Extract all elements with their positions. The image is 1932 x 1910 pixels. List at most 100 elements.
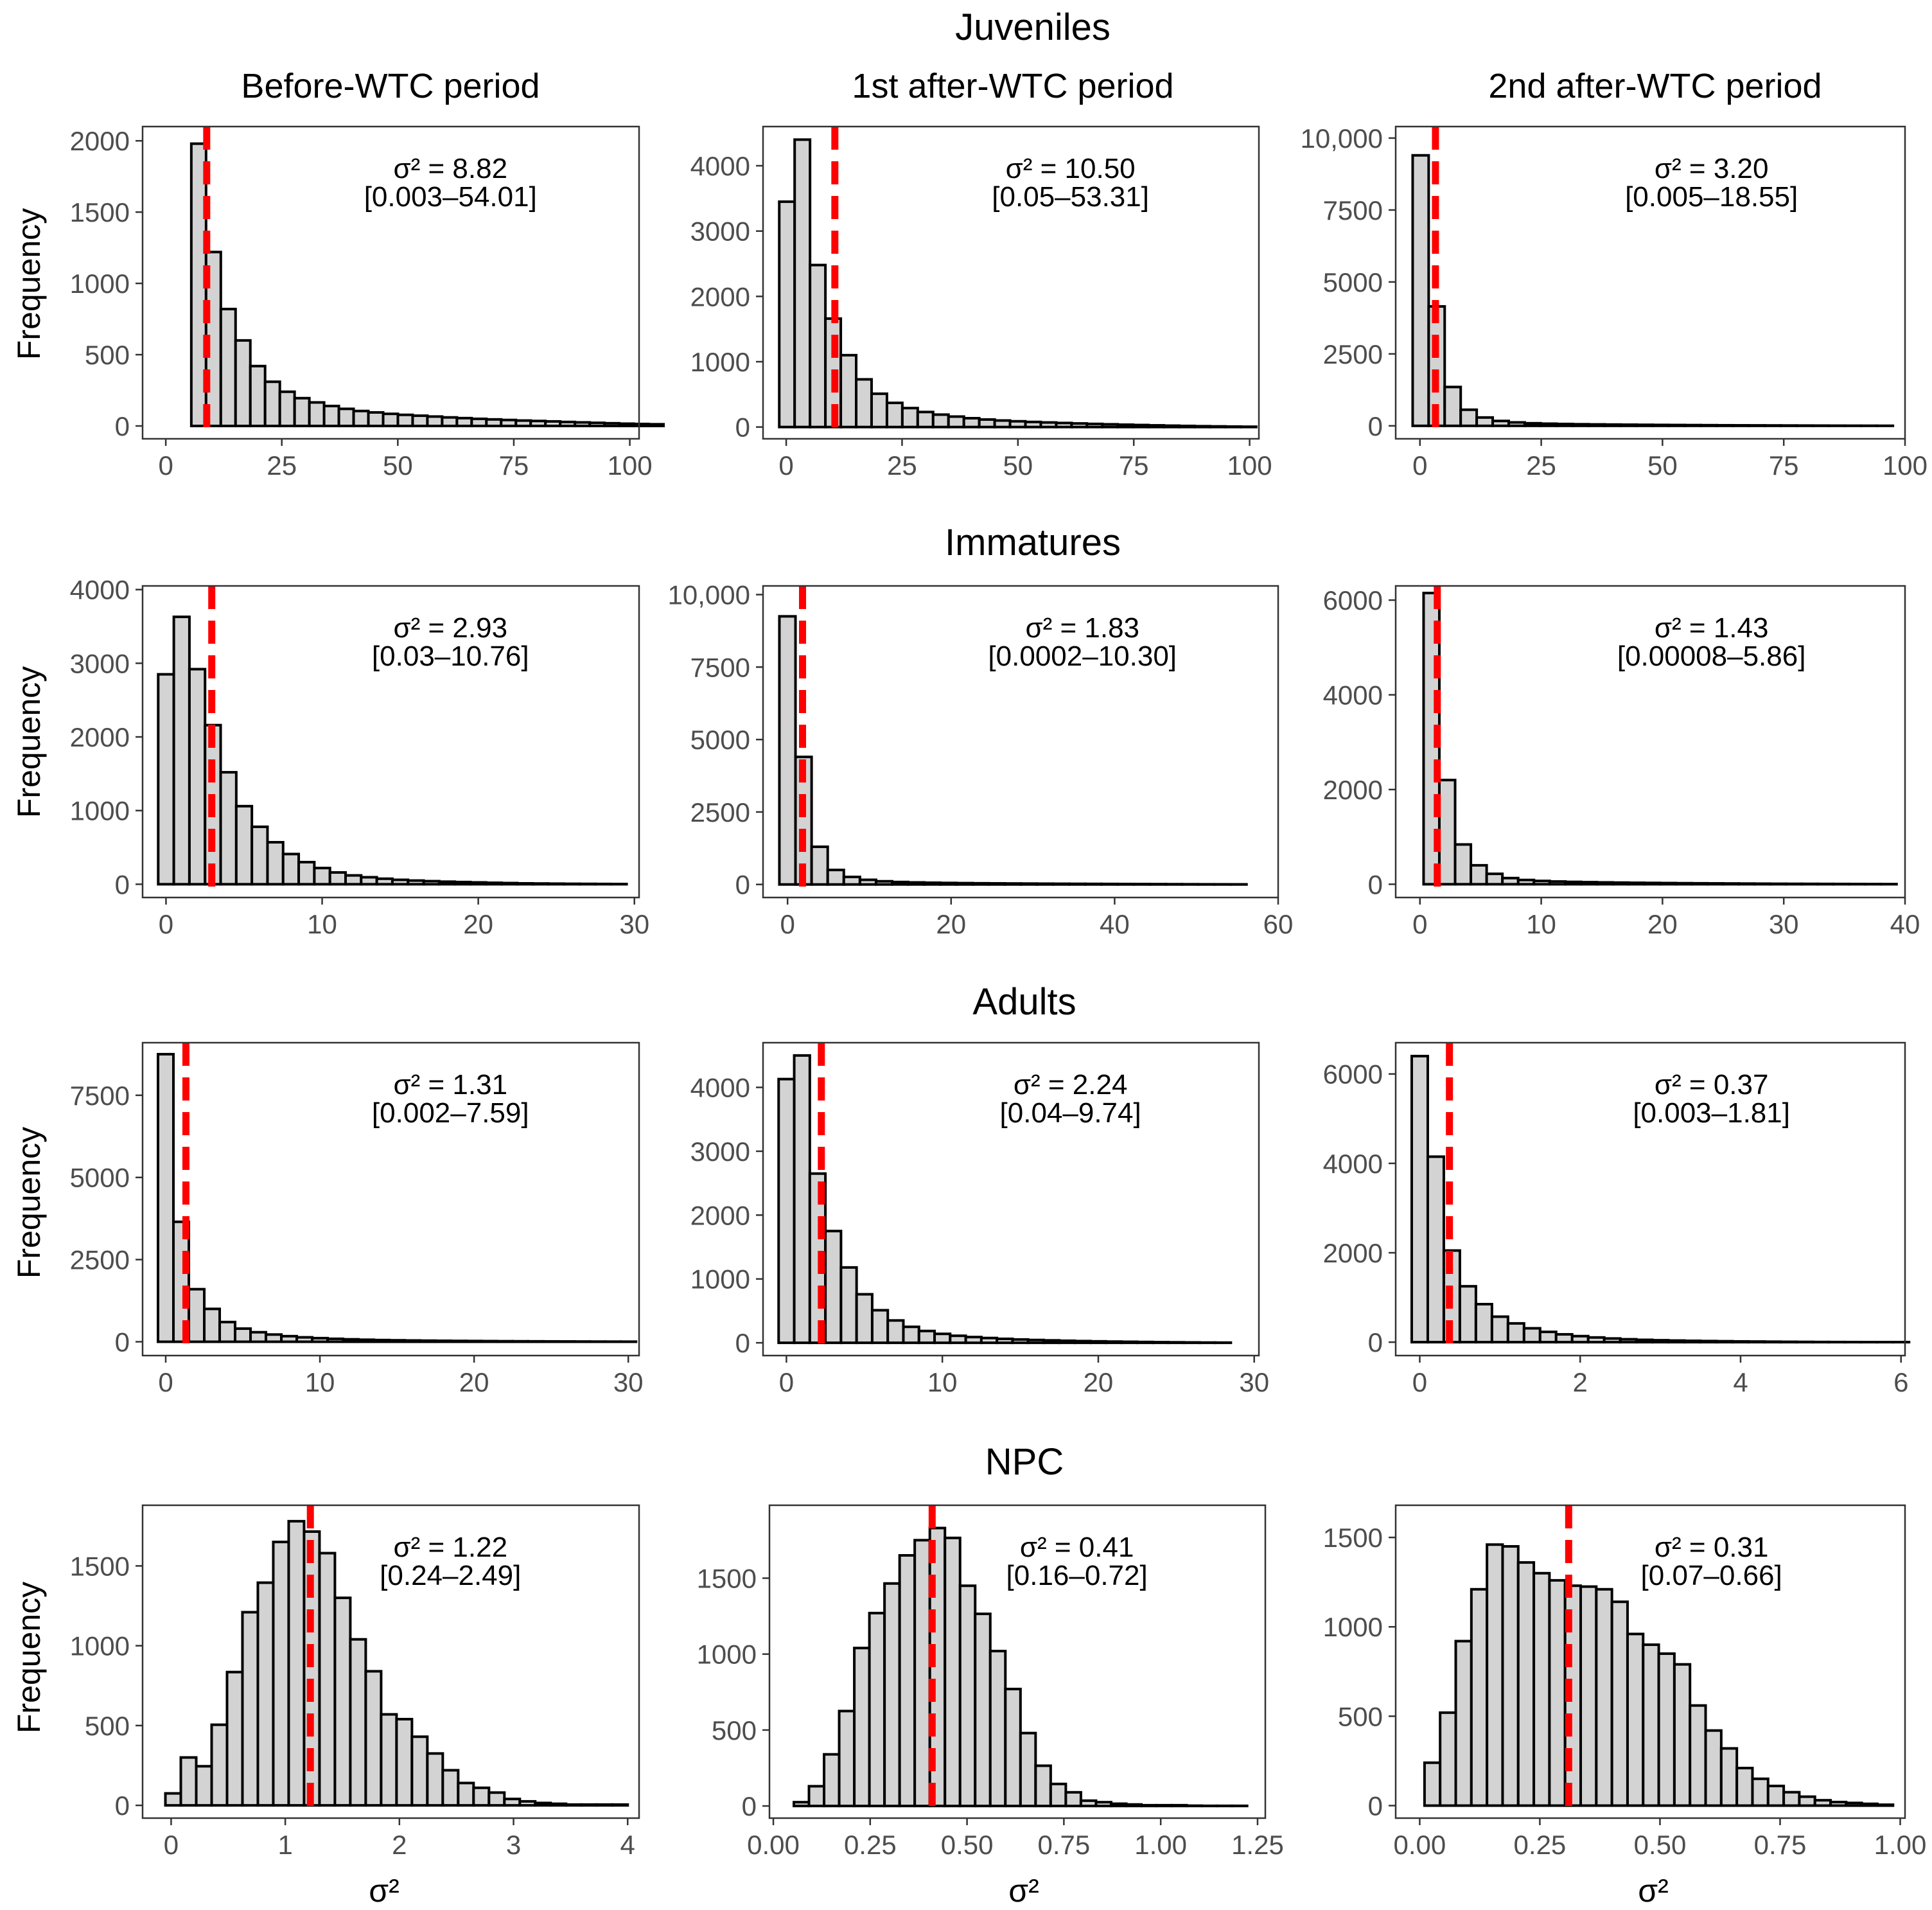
histogram-bar xyxy=(1019,1731,1037,1808)
histogram-bar xyxy=(1715,1340,1734,1344)
panel-juveniles-after1: 0 1000 2000 3000 4000 0 25 50 75 100 σ² = 10.50[0.… xyxy=(690,125,1272,481)
histogram-bar xyxy=(809,263,827,429)
histogram-bar xyxy=(503,1798,522,1807)
bars-immatures-before xyxy=(157,615,628,886)
histogram-bar xyxy=(1642,1643,1660,1807)
y-tick-label: 2000 xyxy=(1323,1238,1383,1268)
y-tick-label: 2000 xyxy=(70,126,130,156)
histogram-bar xyxy=(419,1339,437,1343)
x-tick-label: 75 xyxy=(1769,450,1799,481)
histogram-bar xyxy=(1571,423,1590,427)
y-tick-label: 0 xyxy=(115,1791,130,1821)
histogram-bar xyxy=(1116,882,1136,886)
row-title-adults: Adults xyxy=(972,981,1076,1023)
y-tick-label: 5000 xyxy=(70,1163,130,1193)
x-tick-label: 0.00 xyxy=(1394,1830,1446,1860)
histogram-bar xyxy=(826,869,845,886)
histogram-bar xyxy=(838,1710,856,1808)
histogram-bar xyxy=(1554,1332,1574,1344)
panel-adults-before: 0 2500 5000 7500 0 10 20 30 σ² = 1.31[0.002–7.59… xyxy=(70,1041,644,1397)
x-tick-label: 20 xyxy=(463,909,493,939)
histogram-bar xyxy=(1049,1782,1067,1808)
histogram-bar xyxy=(1699,1340,1718,1344)
histogram-bar xyxy=(1627,881,1646,886)
histogram-bar xyxy=(1125,1803,1143,1808)
histogram-bar xyxy=(1423,1761,1442,1807)
annotation-sigma: σ² = 0.37 xyxy=(1655,1069,1769,1101)
histogram-bar xyxy=(1490,1315,1509,1344)
panel-juveniles-after2: 0 2500 5000 7500 10,000 0 25 50 75 100 σ² = 3.20[0… xyxy=(1301,123,1928,481)
histogram-bar xyxy=(234,804,254,886)
histogram-bar xyxy=(308,401,326,428)
histogram-bar xyxy=(1042,1339,1061,1345)
x-tick-label: 0 xyxy=(779,1367,794,1397)
annotation-interval: [0.0002–10.30] xyxy=(988,641,1177,672)
histogram-bar xyxy=(1491,420,1510,427)
annotation-interval: [0.005–18.55] xyxy=(1625,181,1798,213)
histogram-bar xyxy=(1094,1801,1112,1808)
x-tick-label: 10 xyxy=(305,1367,335,1397)
histogram-bar xyxy=(210,1723,229,1807)
histogram-bar xyxy=(1019,882,1039,886)
histogram-bar xyxy=(333,1596,352,1807)
histogram-bar xyxy=(531,882,550,886)
histogram-bar xyxy=(1635,1338,1654,1344)
histogram-bar xyxy=(1779,424,1798,427)
y-tick-label: 4000 xyxy=(690,151,750,181)
histogram-bar xyxy=(542,1340,561,1343)
histogram-bar xyxy=(988,1649,1007,1808)
bars-immatures-after1 xyxy=(778,615,1248,886)
x-tick-label: 6 xyxy=(1893,1367,1908,1397)
histogram-bar xyxy=(287,1519,306,1807)
histogram-bar xyxy=(1763,1340,1782,1344)
histogram-bar xyxy=(179,1756,198,1807)
histogram-bar xyxy=(188,1287,206,1343)
histogram-bar xyxy=(916,411,935,429)
x-tick-label: 3 xyxy=(506,1830,521,1860)
histogram-bar xyxy=(979,1336,999,1345)
panel-border xyxy=(762,125,1260,440)
histogram-bar xyxy=(947,415,965,429)
histogram-bar xyxy=(1731,424,1750,427)
histogram-bar xyxy=(933,1332,952,1345)
histogram-bar xyxy=(870,1309,890,1345)
histogram-bar xyxy=(778,200,796,429)
histogram-bar xyxy=(1798,1795,1816,1807)
histogram-bar xyxy=(457,1782,475,1807)
histogram-bar xyxy=(1658,881,1678,886)
x-tick-label: 1.00 xyxy=(1874,1830,1927,1860)
histogram-bar xyxy=(1167,1341,1186,1345)
histogram-bar xyxy=(898,1554,917,1808)
y-tick-label: 1000 xyxy=(697,1640,757,1670)
histogram-bar xyxy=(974,1613,992,1808)
histogram-bar xyxy=(855,1293,874,1345)
histogram-bar xyxy=(1100,882,1120,886)
histogram-bar xyxy=(1715,423,1734,427)
annotation-interval: [0.24–2.49] xyxy=(380,1560,521,1591)
histogram-bar xyxy=(1136,1340,1154,1345)
x-tick-label: 75 xyxy=(499,450,529,481)
histogram-bar xyxy=(1570,1334,1590,1344)
x-tick-label: 1 xyxy=(277,1830,292,1860)
histogram-bar xyxy=(234,339,252,428)
histogram-bar xyxy=(1651,1339,1670,1344)
histogram-bar xyxy=(1147,424,1166,429)
histogram-bar xyxy=(1699,423,1718,427)
histogram-bar xyxy=(874,880,894,886)
histogram-bar xyxy=(1084,882,1103,886)
histogram-bar xyxy=(337,407,355,428)
histogram-bar xyxy=(263,380,281,428)
histogram-bar xyxy=(1453,843,1473,886)
histogram-bar xyxy=(603,421,621,428)
y-tick-label: 2000 xyxy=(1323,775,1383,805)
histogram-bar xyxy=(500,881,519,886)
y-tick-label: 1000 xyxy=(70,269,130,299)
histogram-bar xyxy=(426,415,444,428)
histogram-bar xyxy=(1437,779,1457,886)
histogram-bar xyxy=(382,412,400,428)
y-axis-label-row1: Frequency xyxy=(11,208,47,360)
x-tick-label: 100 xyxy=(1883,450,1928,481)
annotation-interval: [0.05–53.31] xyxy=(992,181,1149,213)
panel-immatures-after1: 0 2500 5000 7500 10,000 0 20 40 60 σ² = 1.83[0.00… xyxy=(668,580,1294,939)
